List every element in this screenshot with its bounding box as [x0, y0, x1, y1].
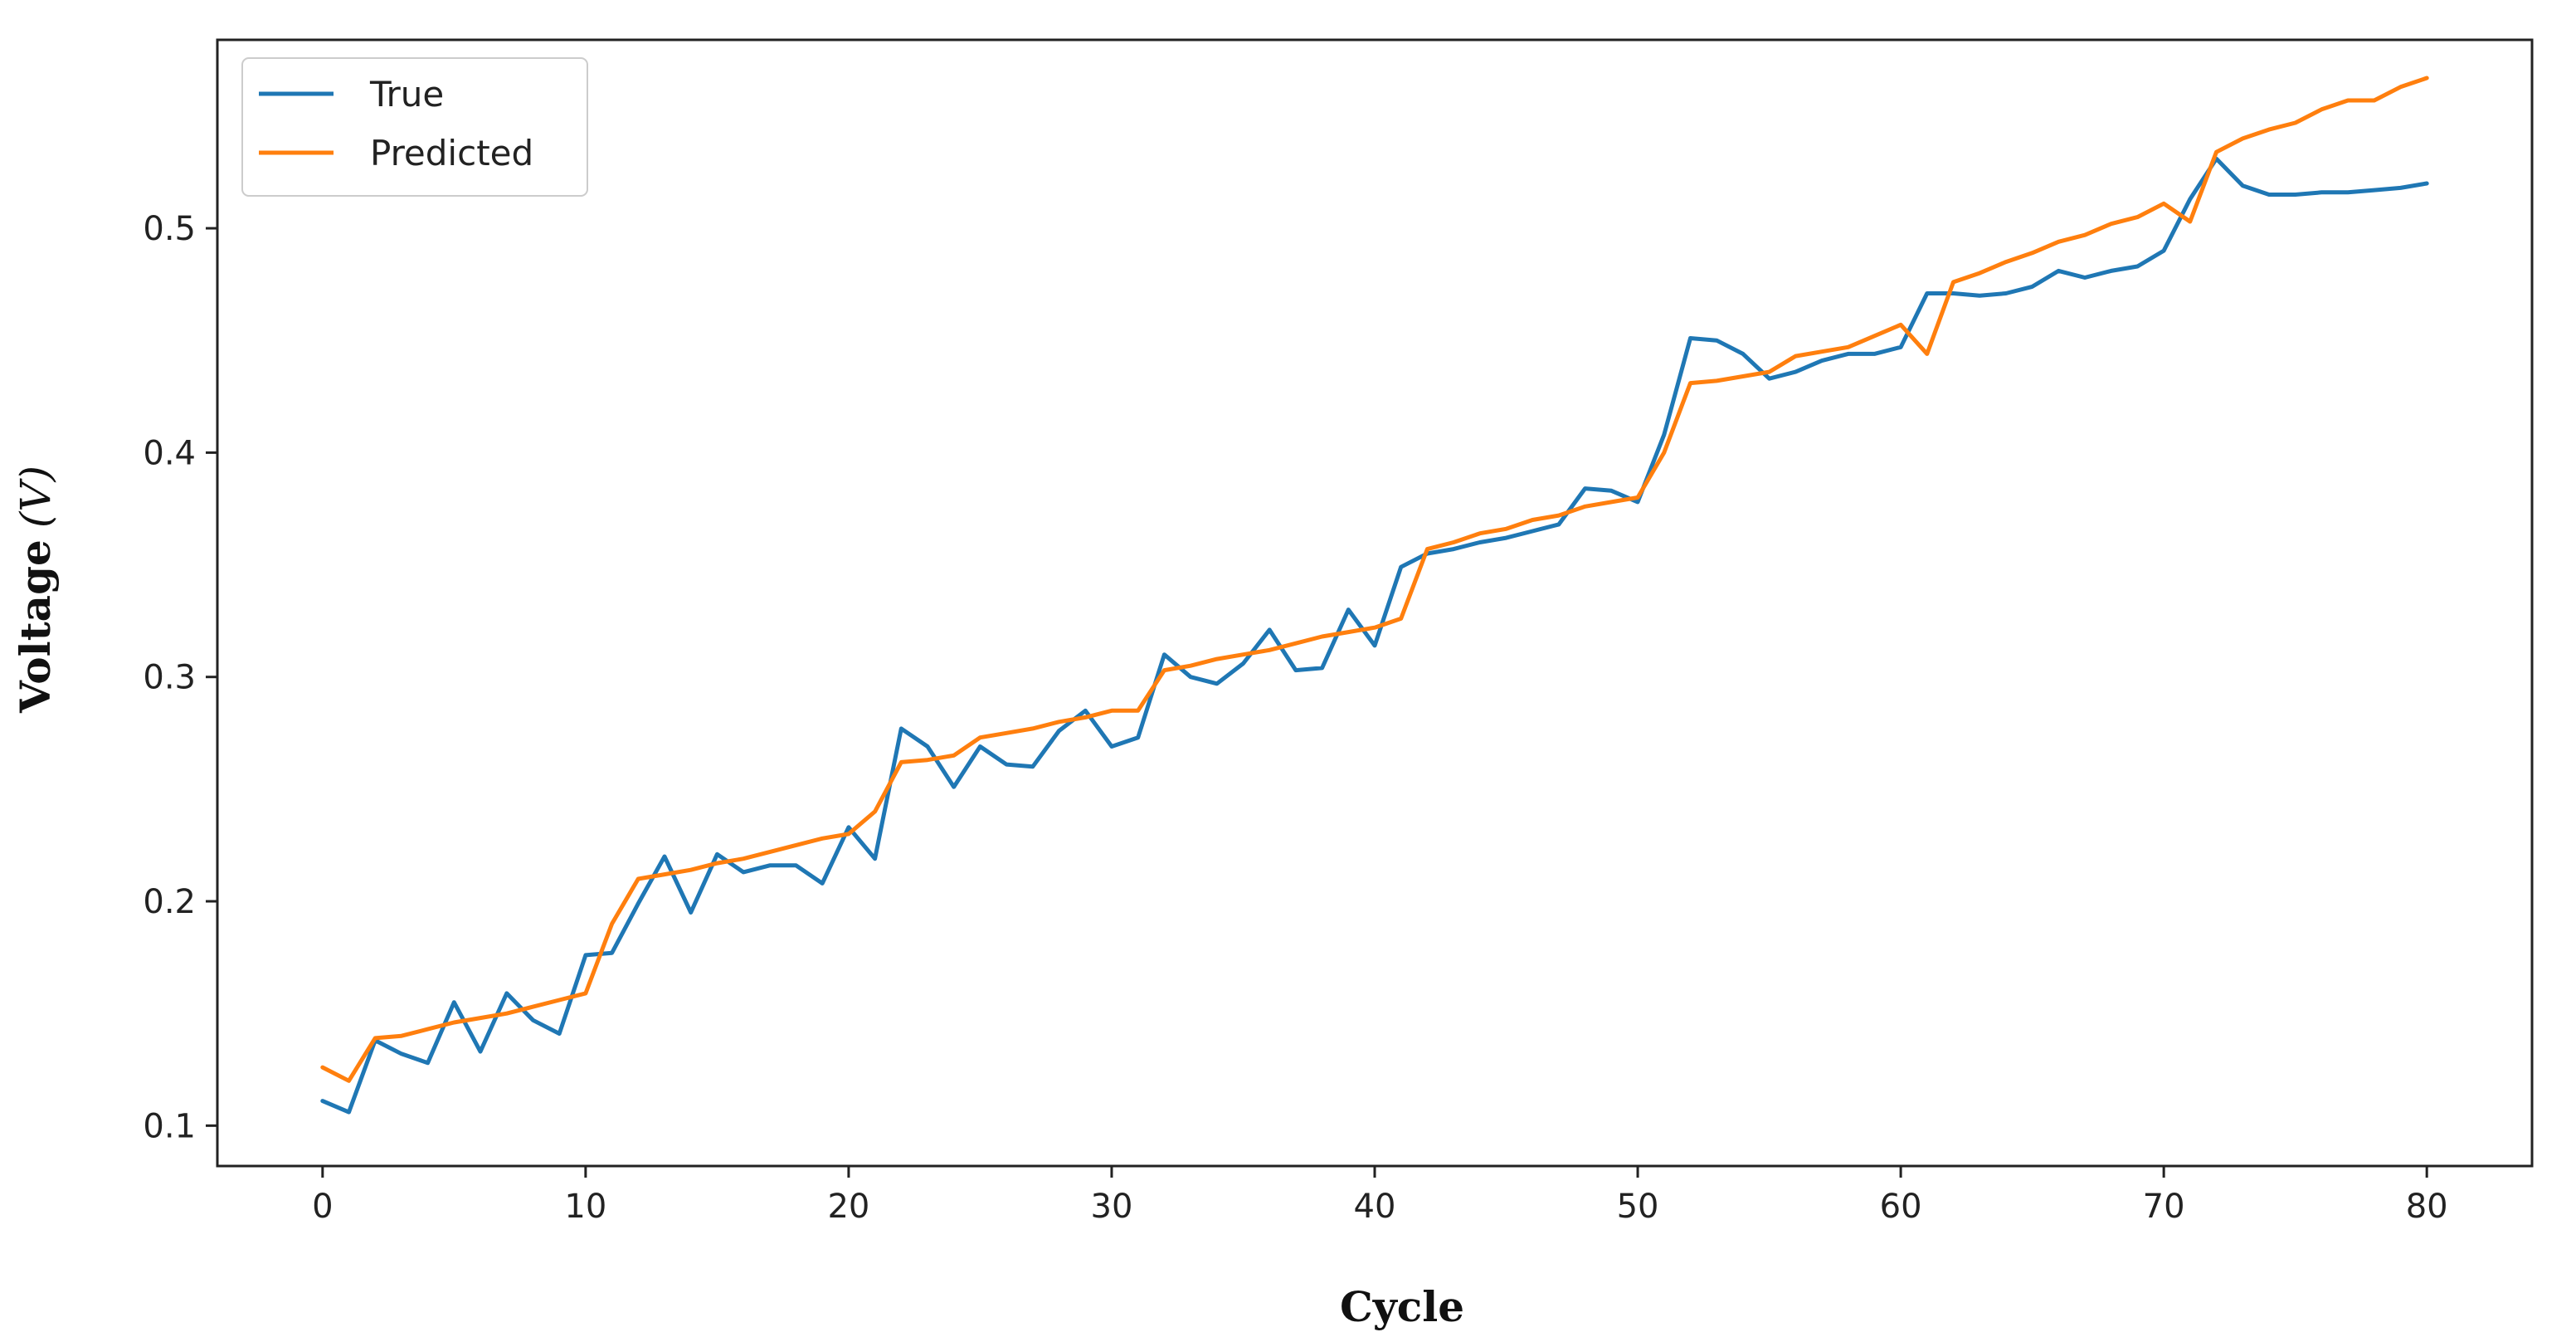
y-tick-label: 0.2: [143, 883, 196, 921]
y-axis-label-name: Voltage: [11, 539, 60, 714]
y-tick-label: 0.5: [143, 210, 196, 248]
x-tick-label: 30: [1091, 1188, 1133, 1226]
legend-label-true: True: [369, 74, 444, 115]
legend-label-predicted: Predicted: [370, 133, 533, 173]
x-tick-label: 50: [1617, 1188, 1659, 1226]
x-axis-label: Cycle: [1340, 1282, 1464, 1331]
y-tick-label: 0.3: [143, 659, 196, 697]
x-tick-label: 40: [1354, 1188, 1396, 1226]
x-tick-label: 70: [2143, 1188, 2185, 1226]
series-lines: [320, 76, 2429, 1115]
x-tick-label: 60: [1880, 1188, 1922, 1226]
y-axis-ticks: 0.1 0.2 0.3 0.4 0.5: [143, 210, 217, 1145]
legend: True Predicted: [241, 57, 588, 197]
x-tick-label: 0: [312, 1188, 333, 1226]
y-tick-label: 0.1: [143, 1107, 196, 1145]
series-line-true: [320, 156, 2429, 1115]
x-tick-label: 20: [827, 1188, 869, 1226]
x-tick-label: 10: [564, 1188, 606, 1226]
series-line-predicted: [320, 76, 2429, 1083]
x-tick-label: 80: [2406, 1188, 2448, 1226]
y-axis-label-unit: (V): [12, 466, 60, 528]
x-axis-ticks: 0 10 20 30 40 50 60 70 80: [312, 1166, 2448, 1226]
y-axis-label: Voltage (V): [11, 466, 60, 714]
y-tick-label: 0.4: [143, 434, 196, 472]
